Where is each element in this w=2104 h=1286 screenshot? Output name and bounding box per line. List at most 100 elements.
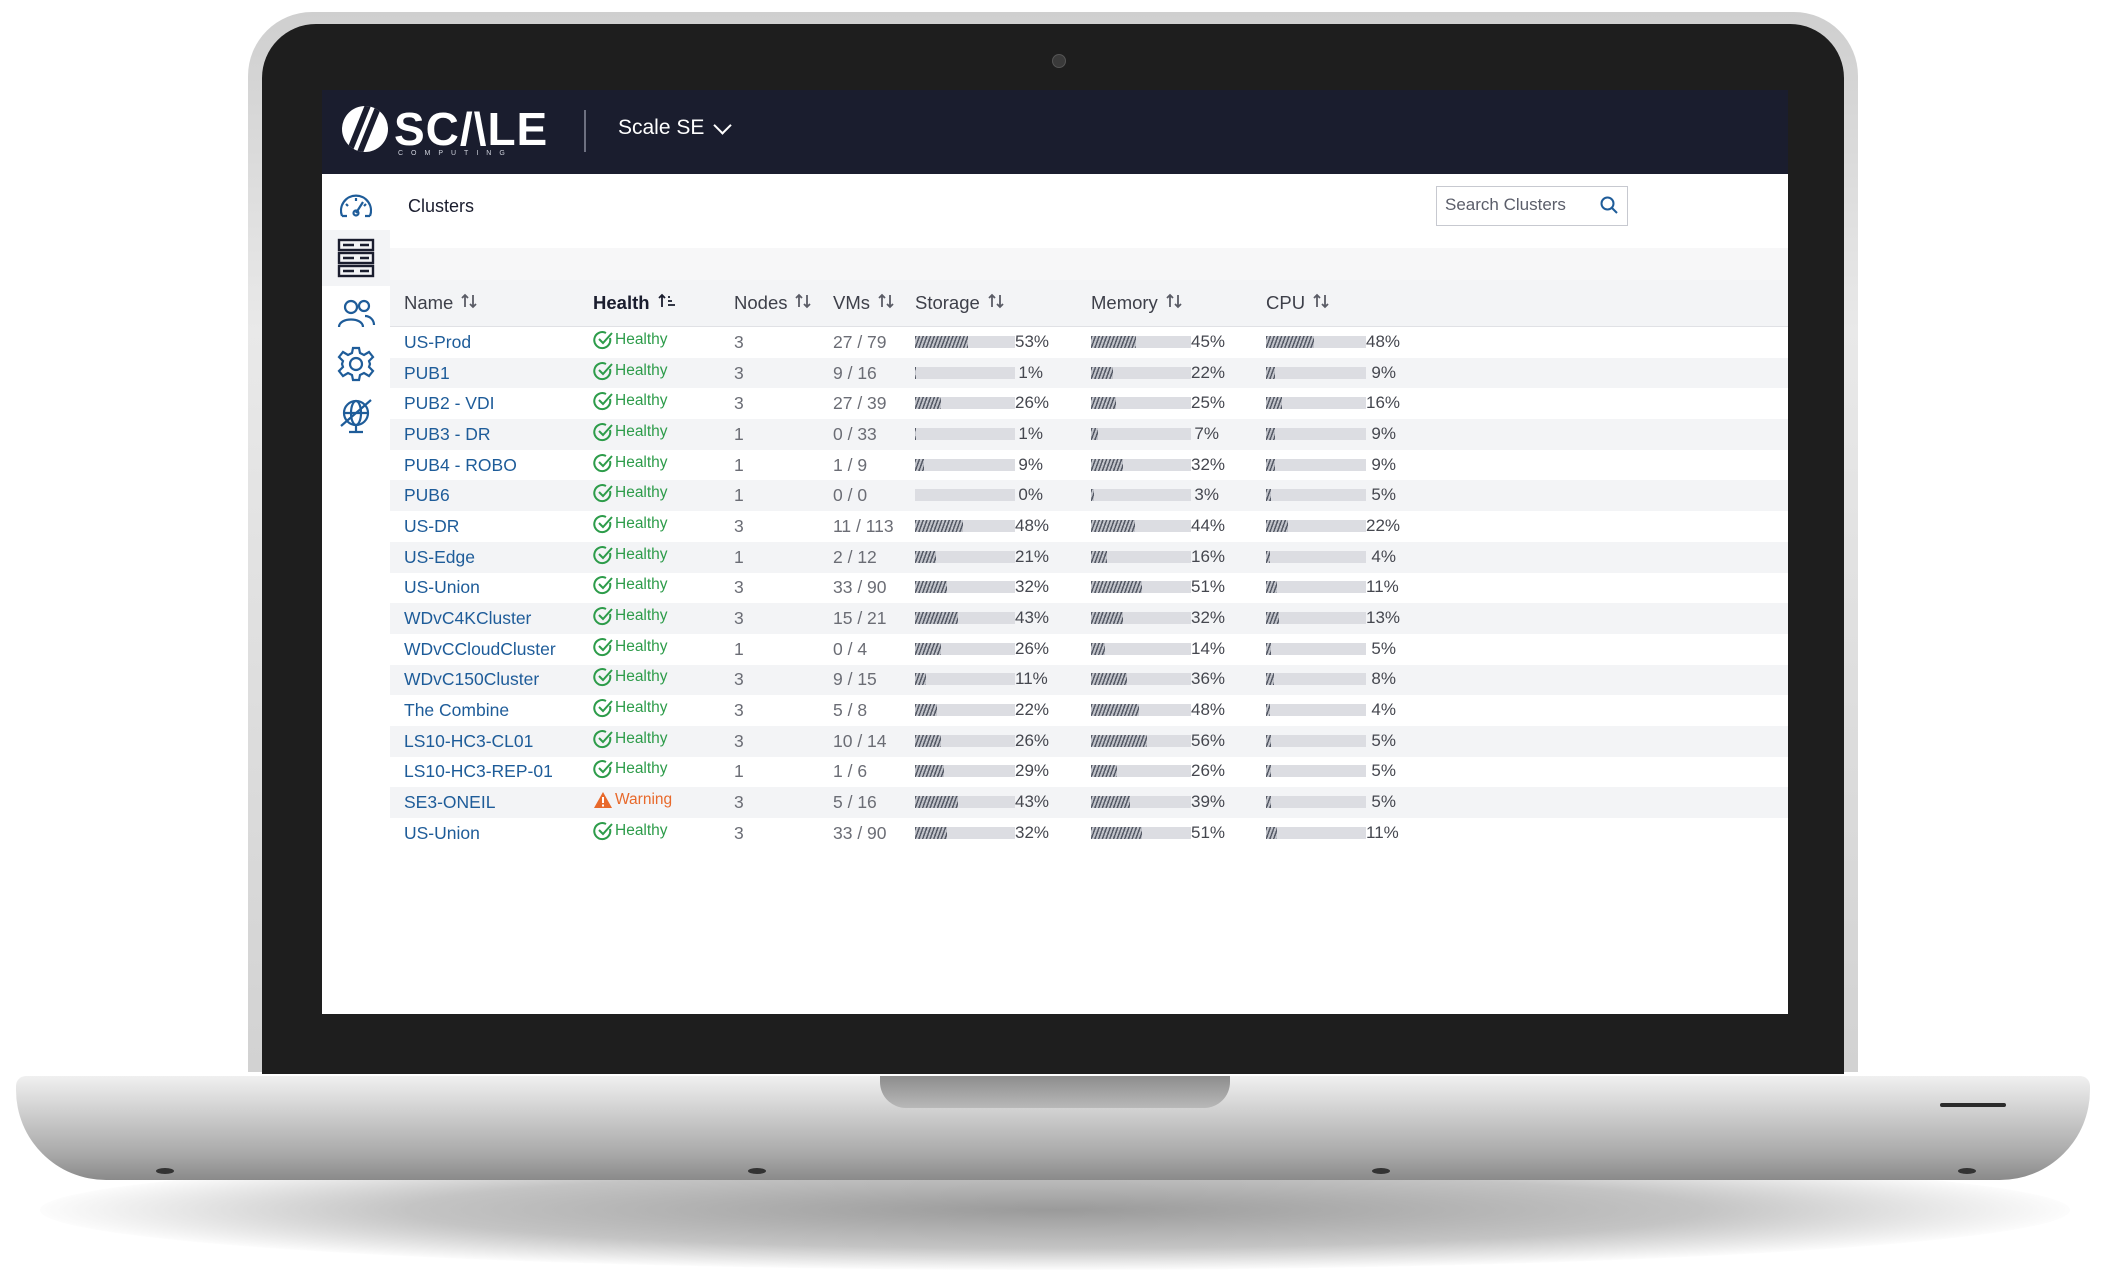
storage-bar-fill xyxy=(915,704,937,717)
table-row[interactable]: US-Prod Healthy 3 27 / 79 53% 45% 48% xyxy=(390,327,1788,358)
vms-count: 11 / 113 xyxy=(833,515,894,536)
storage-meter: 1% xyxy=(915,363,1043,383)
cluster-name-link[interactable]: US-Union xyxy=(404,822,480,843)
table-row[interactable]: PUB1 Healthy 3 9 / 16 1% 22% 9% xyxy=(390,357,1788,389)
column-header-nodes[interactable]: Nodes xyxy=(734,280,833,327)
storage-percent: 32% xyxy=(1015,822,1050,842)
cluster-name-link[interactable]: LS10-HC3-CL01 xyxy=(404,730,534,751)
table-row[interactable]: LS10-HC3-REP-01 Healthy 1 1 / 6 29% 26% 5% xyxy=(390,757,1788,788)
memory-bar-fill xyxy=(1091,673,1127,686)
cluster-name-link[interactable]: US-Prod xyxy=(404,331,472,352)
filter-band xyxy=(390,248,1788,280)
cluster-name-link[interactable]: US-Edge xyxy=(404,546,476,567)
table-row[interactable]: The Combine Healthy 3 5 / 8 22% 48% 4% xyxy=(390,695,1788,726)
storage-meter: 26% xyxy=(915,639,1049,659)
storage-bar xyxy=(915,796,1015,809)
table-row[interactable]: US-Edge Healthy 1 2 / 12 21% 16% 4% xyxy=(390,541,1788,573)
health-label: Healthy xyxy=(615,729,668,747)
laptop-indicator xyxy=(1940,1103,2006,1107)
storage-bar xyxy=(915,397,1015,410)
nodes-count: 3 xyxy=(734,362,744,383)
table-row[interactable]: US-DR Healthy 3 11 / 113 48% 44% 22% xyxy=(390,511,1788,542)
table-row[interactable]: US-Union Healthy 3 33 / 90 32% 51% 11% xyxy=(390,573,1788,604)
storage-meter: 11% xyxy=(915,669,1048,689)
storage-meter: 29% xyxy=(915,761,1049,781)
memory-bar xyxy=(1091,397,1191,410)
sidebar-item-dashboard[interactable] xyxy=(334,186,378,230)
cpu-bar-fill xyxy=(1266,519,1288,532)
nodes-count: 1 xyxy=(734,423,744,444)
table-row[interactable]: PUB2 - VDI Healthy 3 27 / 39 26% 25% 16% xyxy=(390,388,1788,419)
storage-meter: 32% xyxy=(915,577,1049,597)
storage-percent: 11% xyxy=(1015,669,1048,689)
cpu-percent: 11% xyxy=(1366,577,1399,597)
org-selector[interactable]: Scale SE xyxy=(618,115,733,140)
health-label: Healthy xyxy=(615,545,668,563)
cpu-percent: 4% xyxy=(1371,546,1396,566)
cluster-name-link[interactable]: PUB4 - ROBO xyxy=(404,454,517,475)
table-row[interactable]: WDvC150Cluster Healthy 3 9 / 15 11% 36% 8% xyxy=(390,664,1788,696)
check-circle-icon xyxy=(593,760,613,779)
webcam xyxy=(1052,54,1066,68)
sidebar-item-clusters[interactable] xyxy=(322,230,390,286)
column-header-cpu[interactable]: CPU xyxy=(1266,280,1788,327)
column-header-health[interactable]: Health xyxy=(593,280,734,327)
cluster-name-link[interactable]: SE3-ONEIL xyxy=(404,792,496,813)
cpu-bar-fill xyxy=(1266,826,1277,839)
table-row[interactable]: SE3-ONEIL Warning 3 5 / 16 43% 39% 5% xyxy=(390,787,1788,818)
cpu-bar xyxy=(1266,519,1366,532)
cluster-name-link[interactable]: The Combine xyxy=(404,700,510,721)
vms-count: 5 / 16 xyxy=(833,792,877,813)
nodes-count: 3 xyxy=(734,515,744,536)
search-input[interactable] xyxy=(1437,187,1613,223)
memory-bar xyxy=(1091,489,1191,502)
storage-percent: 53% xyxy=(1015,331,1050,351)
column-header-memory[interactable]: Memory xyxy=(1091,280,1266,327)
memory-bar xyxy=(1091,796,1191,809)
cpu-meter: 48% xyxy=(1266,332,1400,352)
cluster-name-link[interactable]: PUB6 xyxy=(404,485,450,506)
storage-percent: 43% xyxy=(1015,608,1050,628)
cluster-name-link[interactable]: WDvC150Cluster xyxy=(404,669,540,690)
storage-meter: 21% xyxy=(915,547,1049,567)
check-circle-icon xyxy=(593,821,613,840)
sidebar-item-settings[interactable] xyxy=(334,342,378,386)
scale-computing-logo[interactable]: SC/\LE xyxy=(342,106,548,152)
storage-bar-fill xyxy=(915,550,936,563)
table-row[interactable]: US-Union Healthy 3 33 / 90 32% 51% 11% xyxy=(390,818,1788,849)
cpu-bar xyxy=(1266,704,1366,717)
cluster-name-link[interactable]: LS10-HC3-REP-01 xyxy=(404,761,553,782)
table-row[interactable]: PUB3 - DR Healthy 1 0 / 33 1% 7% 9% xyxy=(390,419,1788,450)
table-row[interactable]: PUB4 - ROBO Healthy 1 1 / 9 9% 32% 9% xyxy=(390,450,1788,481)
sidebar-item-globe[interactable] xyxy=(334,394,378,438)
table-row[interactable]: LS10-HC3-CL01 Healthy 3 10 / 14 26% 56% 5% xyxy=(390,725,1788,757)
cpu-meter: 8% xyxy=(1266,669,1396,689)
cpu-bar xyxy=(1266,612,1366,625)
cluster-name-link[interactable]: PUB1 xyxy=(404,362,450,383)
cluster-name-link[interactable]: US-DR xyxy=(404,515,460,536)
cluster-name-link[interactable]: WDvCCloudCluster xyxy=(404,638,556,659)
table-row[interactable]: PUB6 Healthy 1 0 / 0 0% 3% 5% xyxy=(390,480,1788,512)
cluster-name-link[interactable]: PUB2 - VDI xyxy=(404,393,495,414)
cpu-bar xyxy=(1266,765,1366,778)
memory-bar xyxy=(1091,366,1191,379)
memory-bar-fill xyxy=(1091,734,1147,747)
nodes-count: 3 xyxy=(734,393,744,414)
vms-count: 15 / 21 xyxy=(833,608,887,629)
cpu-bar-fill xyxy=(1266,796,1271,809)
sort-icon xyxy=(1166,292,1182,314)
storage-bar-fill xyxy=(915,427,916,440)
search-icon[interactable] xyxy=(1599,195,1619,215)
column-header-vms[interactable]: VMs xyxy=(833,280,915,327)
column-header-name[interactable]: Name xyxy=(390,280,593,327)
sidebar-item-users[interactable] xyxy=(334,292,378,336)
cluster-name-link[interactable]: US-Union xyxy=(404,577,480,598)
table-row[interactable]: WDvC4KCluster Healthy 3 15 / 21 43% 32% 13% xyxy=(390,603,1788,634)
table-row[interactable]: WDvCCloudCluster Healthy 1 0 / 4 26% 14% 5% xyxy=(390,634,1788,665)
cluster-name-link[interactable]: PUB3 - DR xyxy=(404,423,491,444)
health-label: Healthy xyxy=(615,361,668,379)
cluster-name-link[interactable]: WDvC4KCluster xyxy=(404,608,532,629)
storage-bar-fill xyxy=(915,642,941,655)
sort-icon xyxy=(988,292,1004,314)
column-header-storage[interactable]: Storage xyxy=(915,280,1091,327)
